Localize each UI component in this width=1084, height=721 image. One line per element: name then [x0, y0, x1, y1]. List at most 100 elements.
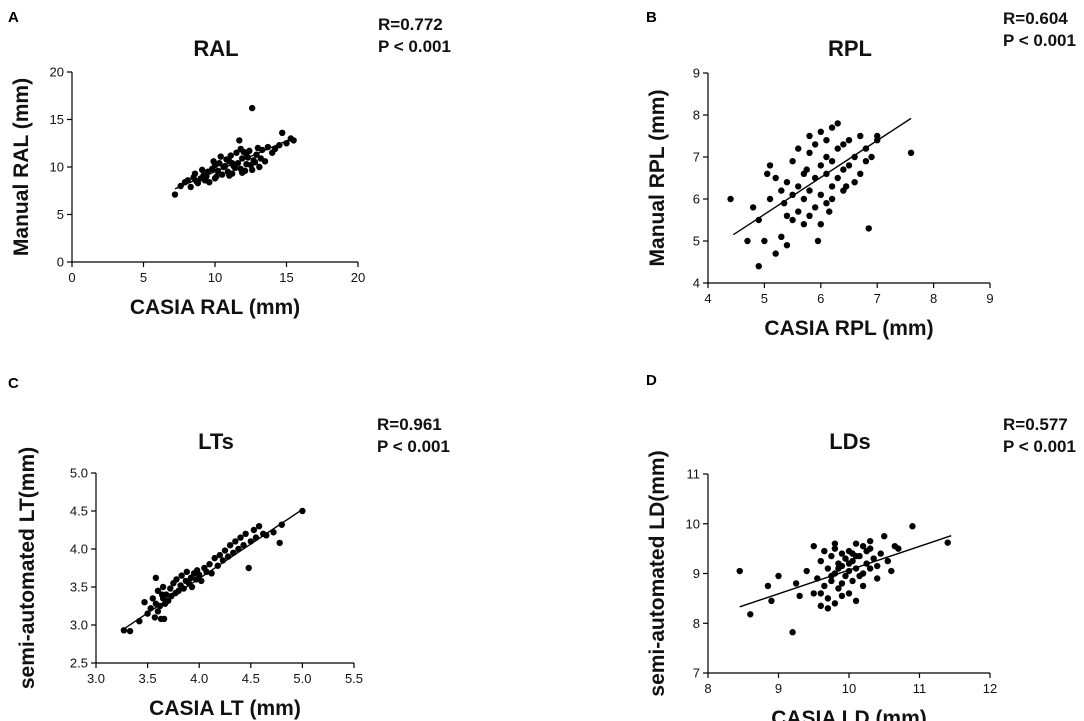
data-point	[888, 567, 895, 575]
data-point	[240, 542, 247, 549]
data-point	[279, 129, 286, 136]
data-point	[206, 561, 213, 568]
data-point	[866, 537, 874, 545]
data-point	[191, 170, 199, 177]
data-point	[811, 204, 819, 211]
y-tick-label: 5	[693, 234, 700, 249]
data-point	[237, 534, 244, 541]
data-point	[806, 187, 813, 194]
data-point	[828, 552, 835, 560]
data-point	[845, 137, 853, 144]
data-point	[795, 208, 802, 215]
data-point	[211, 175, 219, 182]
data-point	[803, 567, 810, 575]
data-point	[159, 583, 167, 591]
data-point	[224, 553, 232, 560]
data-point	[173, 576, 180, 583]
data-point	[828, 183, 836, 190]
data-point	[944, 539, 951, 546]
data-point	[842, 572, 849, 580]
y-tick-label: 10	[686, 516, 700, 531]
data-point	[881, 532, 888, 540]
data-point	[744, 237, 751, 245]
data-point	[175, 587, 182, 594]
data-point	[806, 212, 813, 219]
data-point	[755, 216, 762, 224]
data-point	[234, 160, 242, 167]
data-point	[828, 195, 836, 203]
data-point	[862, 158, 870, 165]
data-point	[183, 568, 191, 575]
data-point	[250, 157, 257, 164]
data-point	[814, 237, 822, 245]
data-point	[154, 608, 162, 615]
data-point	[795, 145, 802, 152]
y-tick-label: 2.5	[70, 656, 88, 671]
data-point	[247, 538, 254, 545]
data-point	[766, 162, 774, 169]
data-point	[863, 560, 870, 567]
data-point	[811, 174, 819, 182]
data-point	[795, 183, 802, 190]
data-point	[814, 575, 821, 582]
data-point	[884, 557, 891, 565]
x-tick-label: 3.5	[139, 671, 157, 686]
data-point	[290, 137, 297, 144]
data-point	[184, 177, 192, 184]
data-point	[230, 549, 237, 556]
data-point	[800, 221, 808, 228]
data-point	[136, 618, 143, 625]
data-point	[271, 145, 279, 153]
data-point	[214, 167, 222, 174]
chart-title: RAL	[193, 36, 238, 61]
data-point	[783, 212, 791, 219]
x-tick-label: 0	[68, 270, 75, 285]
data-point	[817, 128, 824, 135]
data-point	[852, 565, 860, 572]
data-point	[238, 155, 246, 162]
data-point	[270, 529, 277, 536]
panel-b: B RPL R=0.604 P < 0.001 4 5 6 7 8 9 4 5 6 7 8 9 CASIA RP…	[646, 9, 1076, 340]
data-point	[817, 191, 824, 198]
x-tick-label: 15	[279, 270, 293, 285]
data-point	[789, 216, 796, 224]
data-point	[147, 605, 154, 612]
data-point	[823, 170, 830, 177]
data-point	[783, 242, 791, 249]
data-point	[838, 592, 846, 600]
x-tick-label: 12	[983, 681, 997, 696]
data-point	[228, 160, 236, 167]
p-value: P < 0.001	[378, 37, 451, 56]
data-point	[219, 557, 227, 564]
correlation-r: R=0.577	[1003, 415, 1068, 434]
panel-letter: A	[8, 9, 19, 26]
x-tick-label: 5.0	[293, 671, 311, 686]
data-point	[852, 597, 860, 605]
data-point	[180, 585, 187, 592]
data-point	[831, 600, 839, 607]
data-point	[778, 187, 785, 194]
x-tick-label: 9	[986, 291, 993, 306]
x-tick-label: 8	[704, 681, 711, 696]
data-point	[253, 151, 260, 158]
panel-letter: D	[646, 372, 657, 389]
data-point	[227, 152, 234, 159]
data-point	[736, 567, 743, 575]
correlation-r: R=0.604	[1003, 9, 1068, 28]
data-point	[256, 163, 263, 171]
y-axis-label: semi-automated LT(mm)	[16, 447, 39, 689]
data-point	[874, 137, 881, 144]
data-point	[238, 169, 246, 176]
data-point	[824, 565, 832, 572]
data-point	[817, 557, 824, 565]
data-point	[198, 577, 205, 585]
data-point	[874, 575, 881, 582]
data-point	[862, 145, 870, 152]
data-point	[842, 183, 850, 190]
data-point	[727, 195, 734, 203]
x-axis-label: CASIA LD (mm)	[771, 707, 927, 721]
y-axis-label: Manual RAL (mm)	[10, 78, 33, 256]
data-point	[231, 164, 239, 172]
data-point	[237, 145, 244, 153]
data-point	[772, 174, 779, 182]
